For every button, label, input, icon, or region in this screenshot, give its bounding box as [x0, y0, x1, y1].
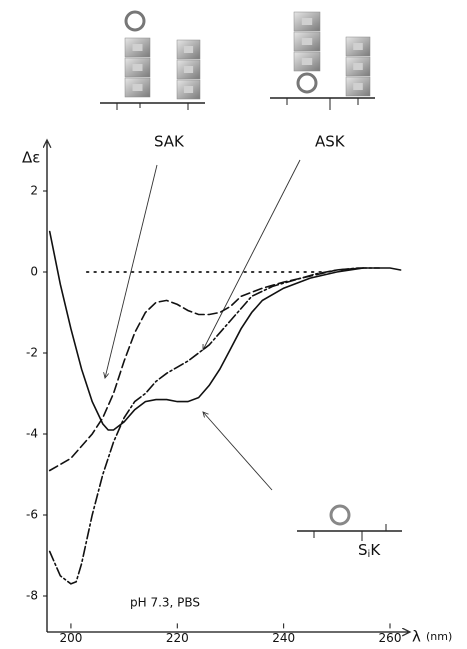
series-line	[48, 267, 365, 472]
y-axis-label: Δε	[22, 149, 40, 167]
block-inner	[132, 44, 143, 51]
y-tick-label: -8	[26, 589, 38, 603]
series-line	[48, 267, 381, 585]
y-tick-label: 2	[30, 184, 38, 198]
x-axis-label: λ	[412, 628, 421, 646]
block-inner	[132, 84, 143, 91]
y-tick-label: -4	[26, 427, 38, 441]
series-line	[48, 230, 402, 431]
annotation: ASK	[315, 133, 346, 151]
y-tick-label: -6	[26, 508, 38, 522]
cartoons	[100, 10, 402, 541]
block-inner	[353, 63, 363, 70]
block-inner	[301, 58, 313, 65]
sik-label: SiK	[358, 541, 381, 561]
arrows	[105, 159, 301, 491]
x-tick-label: 260	[379, 631, 402, 645]
x-axis-unit: (nm)	[426, 630, 452, 643]
block-inner	[301, 38, 313, 45]
block-inner	[183, 46, 194, 53]
y-tick-label: 0	[30, 265, 38, 279]
block-inner	[353, 43, 363, 50]
block-inner	[183, 86, 194, 93]
annotation: SAK	[154, 133, 185, 151]
y-tick-label: -2	[26, 346, 38, 360]
sik-sub: i	[368, 549, 371, 560]
block-inner	[301, 18, 313, 25]
sik-k: K	[370, 541, 381, 559]
annotation: pH 7.3, PBS	[130, 596, 200, 610]
sik-s: S	[358, 541, 368, 559]
x-tick-label: 200	[59, 631, 82, 645]
block-inner	[183, 66, 194, 73]
block-inner	[353, 83, 363, 90]
block-inner	[132, 64, 143, 71]
x-tick-label: 240	[272, 631, 295, 645]
x-tick-label: 220	[166, 631, 189, 645]
